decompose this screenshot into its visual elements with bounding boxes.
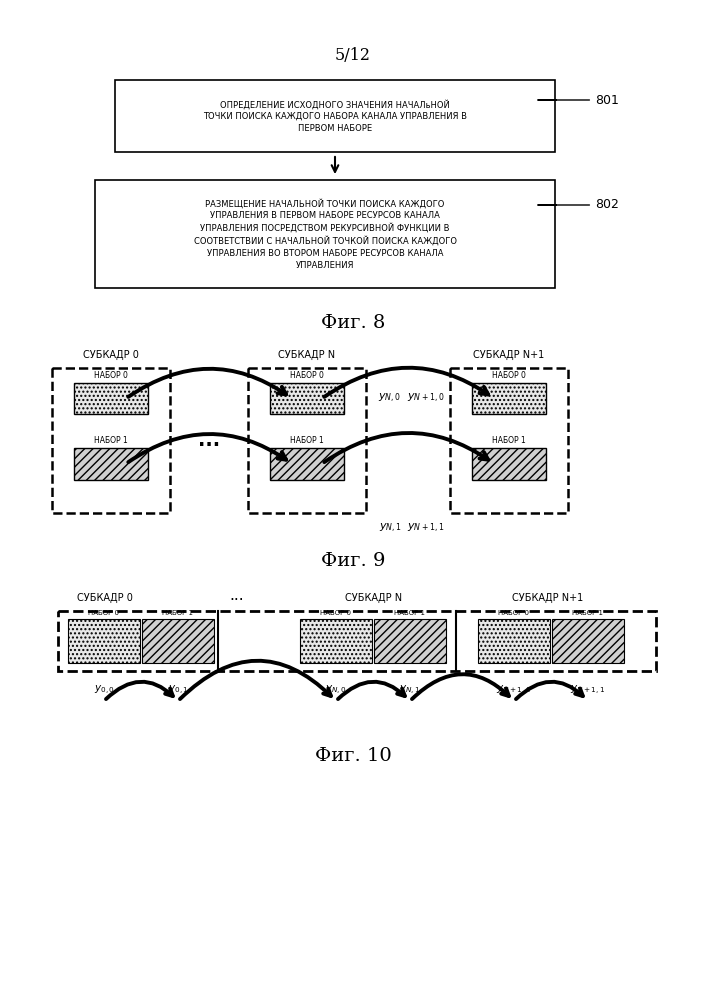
Text: Фиг. 10: Фиг. 10 bbox=[315, 747, 392, 765]
FancyArrowPatch shape bbox=[128, 434, 286, 462]
Text: $y_{N+1,1}$: $y_{N+1,1}$ bbox=[407, 521, 445, 535]
Bar bbox=[95, 180, 555, 288]
Text: $y_{N,1}$: $y_{N,1}$ bbox=[399, 684, 421, 697]
Text: НАБОР 0: НАБОР 0 bbox=[88, 610, 119, 616]
Text: НАБОР 0: НАБОР 0 bbox=[498, 610, 530, 616]
Text: НАБОР 0: НАБОР 0 bbox=[492, 370, 526, 379]
Bar bbox=[472, 448, 546, 480]
Bar bbox=[270, 382, 344, 414]
Text: СУБКАДР N+1: СУБКАДР N+1 bbox=[474, 350, 544, 360]
Text: НАБОР 1: НАБОР 1 bbox=[290, 436, 324, 445]
Bar bbox=[115, 80, 555, 152]
FancyArrowPatch shape bbox=[106, 682, 173, 699]
FancyArrowPatch shape bbox=[516, 682, 583, 699]
Text: ОПРЕДЕЛЕНИЕ ИСХОДНОГО ЗНАЧЕНИЯ НАЧАЛьНОЙ
ТОЧКИ ПОИСКА КАЖДОГО НАБОРА КАНАЛА УПРА: ОПРЕДЕЛЕНИЕ ИСХОДНОГО ЗНАЧЕНИЯ НАЧАЛьНОЙ… bbox=[203, 99, 467, 133]
Bar bbox=[74, 448, 148, 480]
Text: $y_{N+1,1}$: $y_{N+1,1}$ bbox=[571, 684, 605, 697]
Text: НАБОР 1: НАБОР 1 bbox=[94, 436, 128, 445]
Bar bbox=[142, 619, 214, 663]
Text: $y_{N,0}$: $y_{N,0}$ bbox=[378, 392, 402, 405]
Text: РАЗМЕЩЕНИЕ НАЧАЛЬНОЙ ТОЧКИ ПОИСКА КАЖДОГО
УПРАВЛЕНИЯ В ПЕРВОМ НАБОРЕ РЕСУРСОВ КА: РАЗМЕЩЕНИЕ НАЧАЛЬНОЙ ТОЧКИ ПОИСКА КАЖДОГ… bbox=[194, 198, 457, 270]
Bar bbox=[68, 619, 140, 663]
Text: НАБОР 1: НАБОР 1 bbox=[492, 436, 526, 445]
Text: $y_{0,1}$: $y_{0,1}$ bbox=[168, 684, 188, 697]
Text: НАБОР 0: НАБОР 0 bbox=[94, 370, 128, 379]
Bar bbox=[248, 368, 366, 513]
Text: $y_{N,1}$: $y_{N,1}$ bbox=[378, 521, 402, 535]
Bar bbox=[52, 368, 170, 513]
Bar bbox=[58, 611, 656, 671]
Text: $y_{N,0}$: $y_{N,0}$ bbox=[325, 684, 347, 697]
FancyArrowPatch shape bbox=[325, 433, 488, 462]
Bar bbox=[300, 619, 372, 663]
Text: Фиг. 8: Фиг. 8 bbox=[321, 314, 385, 332]
Text: СУБКАДР N: СУБКАДР N bbox=[346, 593, 402, 603]
Text: Фиг. 9: Фиг. 9 bbox=[321, 552, 385, 570]
FancyArrowPatch shape bbox=[325, 368, 488, 397]
Text: $y_{0,0}$: $y_{0,0}$ bbox=[93, 684, 115, 697]
Text: 802: 802 bbox=[538, 198, 619, 212]
Text: ...: ... bbox=[198, 431, 220, 450]
Bar bbox=[374, 619, 446, 663]
FancyArrowPatch shape bbox=[412, 674, 509, 699]
Text: НАБОР 1: НАБОР 1 bbox=[573, 610, 604, 616]
Text: НАБОР 0: НАБОР 0 bbox=[290, 370, 324, 379]
Bar bbox=[552, 619, 624, 663]
Text: НАБОР 0: НАБОР 0 bbox=[320, 610, 351, 616]
Text: 801: 801 bbox=[538, 94, 619, 106]
Text: $y_{N+1,0}$: $y_{N+1,0}$ bbox=[496, 684, 532, 697]
Text: СУБКАДР N+1: СУБКАДР N+1 bbox=[513, 593, 583, 603]
Bar bbox=[450, 368, 568, 513]
Text: СУБКАДР N: СУБКАДР N bbox=[279, 350, 336, 360]
Text: НАБОР 1: НАБОР 1 bbox=[395, 610, 426, 616]
Bar bbox=[472, 382, 546, 414]
Bar bbox=[74, 382, 148, 414]
FancyArrowPatch shape bbox=[180, 661, 331, 699]
Bar bbox=[270, 448, 344, 480]
Bar bbox=[478, 619, 550, 663]
Text: СУБКАДР 0: СУБКАДР 0 bbox=[83, 350, 139, 360]
Text: НАБОР 1: НАБОР 1 bbox=[163, 610, 194, 616]
FancyArrowPatch shape bbox=[128, 369, 286, 397]
Text: СУБКАДР 0: СУБКАДР 0 bbox=[77, 593, 133, 603]
Text: ...: ... bbox=[230, 588, 245, 603]
FancyArrowPatch shape bbox=[338, 682, 405, 699]
Text: 5/12: 5/12 bbox=[335, 46, 371, 64]
Text: $y_{N+1,0}$: $y_{N+1,0}$ bbox=[407, 392, 445, 405]
